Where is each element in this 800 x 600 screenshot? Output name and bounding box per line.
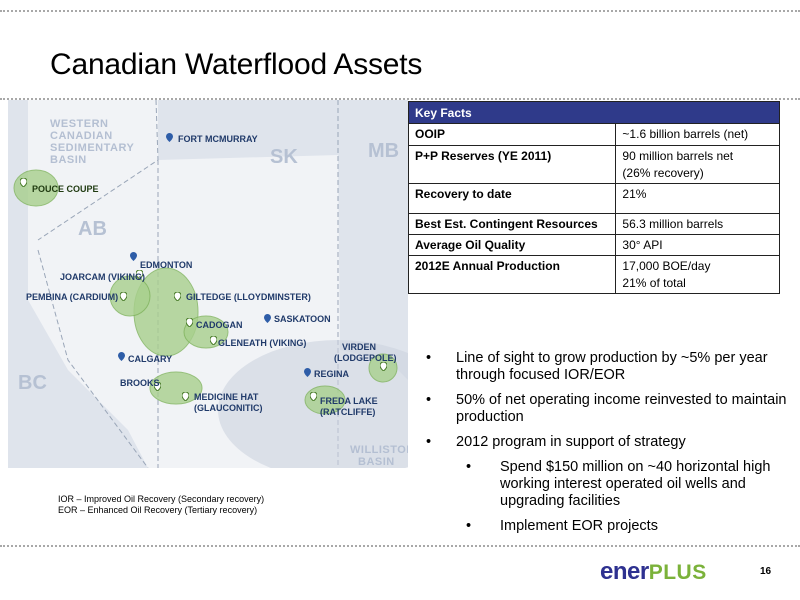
map-pin-icon [210, 336, 217, 345]
label-edmonton: EDMONTON [140, 260, 193, 270]
label-virden-2: (LODGEPOLE) [334, 353, 397, 363]
label-fort-mcmurray: FORT MCMURRAY [178, 134, 258, 144]
label-virden-1: VIRDEN [342, 342, 377, 352]
table-header-row: Key Facts [408, 101, 780, 124]
fact-value-line: 90 million barrels net [622, 149, 734, 163]
title-divider [0, 98, 800, 100]
fact-label: Recovery to date [407, 183, 617, 214]
fact-value-line: (26% recovery) [622, 166, 704, 180]
province-ab: AB [78, 218, 107, 240]
label-joarcam: JOARCAM (VIKING) [60, 272, 145, 282]
fact-value: 30° API [615, 234, 780, 256]
region-label-3: SEDIMENTARY [50, 142, 135, 154]
logo-part-2: PLUS [648, 561, 707, 584]
fact-label: 2012E Annual Production [407, 255, 617, 294]
label-freda-lake-2: (RATCLIFFE) [320, 407, 376, 417]
williston-label-2: BASIN [358, 456, 395, 468]
label-pembina: PEMBINA (CARDIUM) [26, 292, 119, 302]
page-number: 16 [760, 566, 772, 577]
map-pin-icon [182, 392, 189, 401]
map-pin-icon [174, 292, 181, 301]
label-gleneath: GLENEATH (VIKING) [218, 338, 307, 348]
fact-label: OOIP [407, 123, 617, 146]
fact-label: P+P Reserves (YE 2011) [407, 145, 617, 184]
table-row: Average Oil Quality 30° API [407, 234, 780, 256]
fact-label: Best Est. Contingent Resources [407, 213, 617, 235]
map-pin-icon [166, 133, 173, 142]
fact-label: Average Oil Quality [407, 234, 617, 256]
fact-value: 56.3 million barrels [615, 213, 780, 235]
table-row: Best Est. Contingent Resources 56.3 mill… [407, 213, 780, 235]
sub-bullet-item: Spend $150 million on ~40 horizontal hig… [422, 459, 794, 510]
bullet-item: Line of sight to grow production by ~5% … [422, 350, 794, 384]
province-sk: SK [270, 146, 298, 168]
fact-value: ~1.6 billion barrels (net) [615, 123, 780, 146]
table-header: Key Facts [408, 101, 780, 124]
table-row: OOIP ~1.6 billion barrels (net) [407, 123, 780, 146]
fact-value-line: 30° API [622, 238, 663, 252]
fact-value-line: ~1.6 billion barrels (net) [622, 127, 749, 141]
label-freda-lake-1: FREDA LAKE [320, 396, 378, 406]
region-label-4: BASIN [50, 154, 87, 166]
sub-bullet-item: Implement EOR projects [422, 518, 794, 535]
map-pin-icon [186, 318, 193, 327]
footnote-line: EOR – Enhanced Oil Recovery (Tertiary re… [58, 505, 258, 515]
fact-value-line: 17,000 BOE/day [622, 259, 711, 273]
top-divider [0, 10, 800, 12]
fact-value: 90 million barrels net (26% recovery) [615, 145, 780, 184]
label-regina: REGINA [314, 369, 350, 379]
map-pin-icon [310, 392, 317, 401]
province-bc: BC [18, 372, 47, 394]
label-brooks: BROOKS [120, 378, 160, 388]
label-saskatoon: SASKATOON [274, 314, 331, 324]
fact-value-line: 56.3 million barrels [622, 217, 724, 231]
region-label-1: WESTERN [50, 118, 109, 130]
region-label-2: CANADIAN [50, 130, 113, 142]
label-calgary: CALGARY [128, 354, 173, 364]
table-row: P+P Reserves (YE 2011) 90 million barrel… [407, 145, 780, 184]
bullet-item: 50% of net operating income reinvested t… [422, 392, 794, 426]
bottom-divider [0, 545, 800, 547]
page-title: Canadian Waterflood Assets [50, 48, 423, 81]
province-mb: MB [368, 140, 400, 162]
table-row: Recovery to date 21% [407, 183, 780, 214]
footnotes: IOR – Improved Oil Recovery (Secondary r… [58, 494, 264, 516]
map-pin-icon [264, 314, 271, 323]
map-pin-icon [20, 178, 27, 187]
label-giltedge: GILTEDGE (LLOYDMINSTER) [186, 292, 311, 302]
enerplus-logo: enerPLUS [600, 558, 707, 586]
label-pouce-coupe: POUCE COUPE [32, 184, 99, 194]
map: WESTERN CANADIAN SEDIMENTARY BASIN AB SK… [8, 100, 408, 468]
fact-value-line: 21% of total [622, 276, 686, 290]
label-cadogan: CADOGAN [196, 320, 243, 330]
label-medicine-hat-2: (GLAUCONITIC) [194, 403, 263, 413]
logo-part-1: ener [600, 558, 649, 585]
map-pin-icon [130, 252, 137, 261]
williston-label-1: WILLISTON [350, 444, 408, 456]
fact-value-line: 21% [622, 187, 647, 201]
map-pin-icon [304, 368, 311, 377]
map-pin-icon [380, 362, 387, 371]
table-row: 2012E Annual Production 17,000 BOE/day 2… [407, 255, 780, 294]
fact-value: 17,000 BOE/day 21% of total [615, 255, 780, 294]
label-medicine-hat-1: MEDICINE HAT [194, 392, 259, 402]
bullet-item: 2012 program in support of strategy [422, 434, 794, 451]
map-pin-icon [118, 352, 125, 361]
bullet-list: Line of sight to grow production by ~5% … [422, 350, 794, 543]
footnote-line: IOR – Improved Oil Recovery (Secondary r… [58, 494, 265, 504]
key-facts-table: Key Facts OOIP ~1.6 billion barrels (net… [407, 101, 780, 294]
map-pin-icon [120, 292, 127, 301]
fact-value: 21% [615, 183, 780, 214]
